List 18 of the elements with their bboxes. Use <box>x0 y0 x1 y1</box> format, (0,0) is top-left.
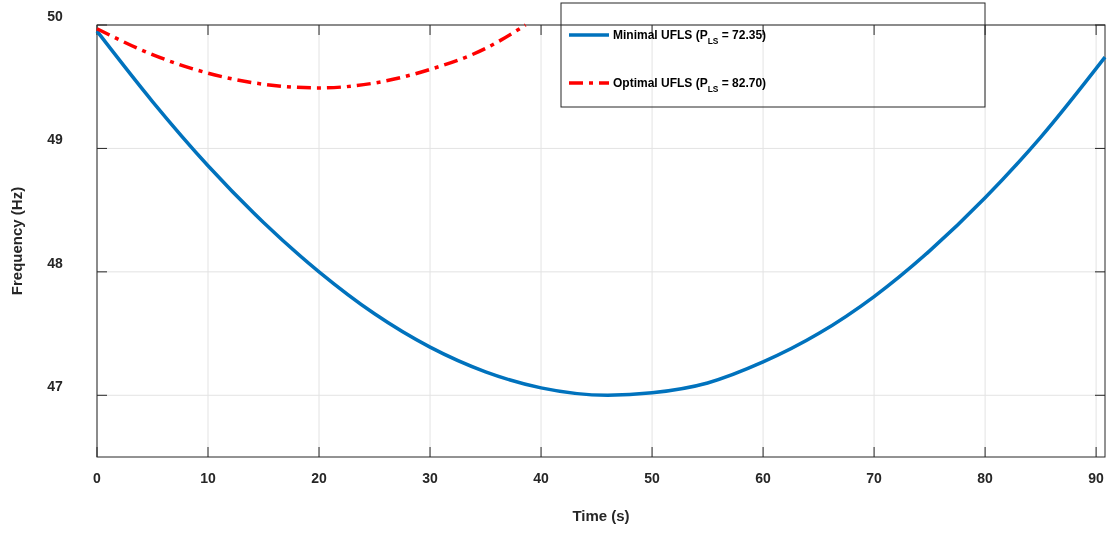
x-tick-label: 90 <box>1088 470 1105 486</box>
x-axis-title: Time (s) <box>572 507 630 524</box>
x-tick-label: 0 <box>93 470 102 486</box>
x-tick-label: 40 <box>533 470 550 486</box>
x-tick-label: 60 <box>755 470 772 486</box>
y-tick-label: 47 <box>47 378 63 395</box>
y-tick-label: 48 <box>47 254 63 271</box>
x-tick-label: 20 <box>311 470 328 486</box>
x-tick-label: 50 <box>644 470 661 486</box>
x-tick-label: 70 <box>866 470 883 486</box>
x-tick-label: 30 <box>422 470 439 486</box>
y-tick-label: 50 <box>47 8 63 24</box>
x-tick-label: 10 <box>200 470 217 486</box>
legend-label: Minimal UFLS (P$_{LS}$ = 72.35) <box>613 28 767 46</box>
y-tick-label: 49 <box>47 131 63 148</box>
legend-label: Optimal UFLS (P$_{LS}$ = 82.70) <box>613 76 767 94</box>
y-axis-title: Frequency (Hz) <box>8 186 25 296</box>
x-tick-label: 80 <box>977 470 994 486</box>
